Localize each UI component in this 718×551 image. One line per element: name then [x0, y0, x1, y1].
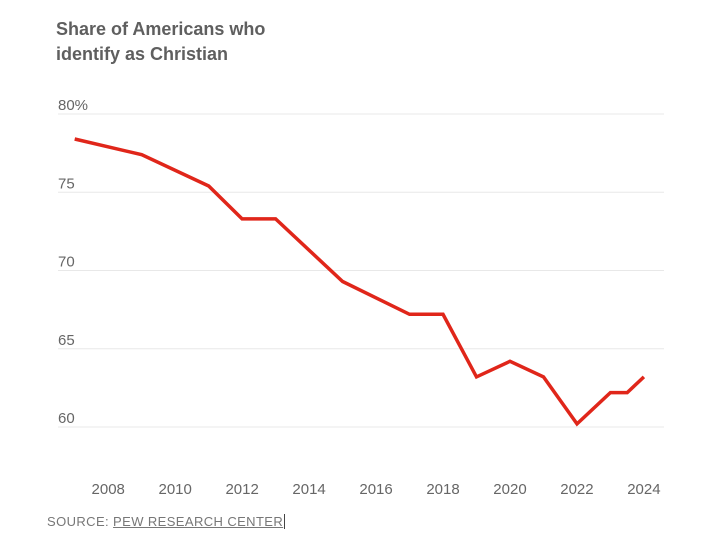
x-tick-label: 2010 — [158, 481, 191, 498]
x-tick-label: 2016 — [359, 481, 392, 498]
x-tick-label: 2012 — [225, 481, 258, 498]
x-tick-label: 2020 — [493, 481, 526, 498]
x-tick-label: 2022 — [560, 481, 593, 498]
y-tick-label: 65 — [58, 332, 75, 349]
gridlines — [58, 113, 664, 428]
y-tick-label: 70 — [58, 254, 75, 271]
series-line — [74, 137, 646, 427]
chart-title-line-1: Share of Americans who — [56, 19, 266, 39]
chart-title: Share of Americans who identify as Chris… — [56, 17, 356, 67]
source-prefix: SOURCE: — [47, 514, 110, 529]
series-group — [74, 137, 646, 427]
source-link[interactable]: PEW RESEARCH CENTER — [113, 514, 286, 529]
x-tick-label: 2008 — [92, 481, 125, 498]
y-tick-label: 75 — [58, 175, 75, 192]
x-tick-label: 2018 — [426, 481, 459, 498]
source-note: SOURCE: PEW RESEARCH CENTER — [47, 514, 286, 529]
chart-title-line-2: identify as Christian — [56, 44, 229, 64]
y-tick-label: 60 — [58, 410, 75, 427]
x-tick-label: 2014 — [292, 481, 325, 498]
y-tick-label: 80% — [58, 97, 88, 114]
y-axis-tick-labels: 80% 75 70 65 60 — [58, 97, 88, 427]
x-axis-tick-labels: 2008 2010 2012 2014 2016 2018 2020 2022 2024 — [92, 481, 661, 498]
x-tick-label: 2024 — [627, 481, 660, 498]
